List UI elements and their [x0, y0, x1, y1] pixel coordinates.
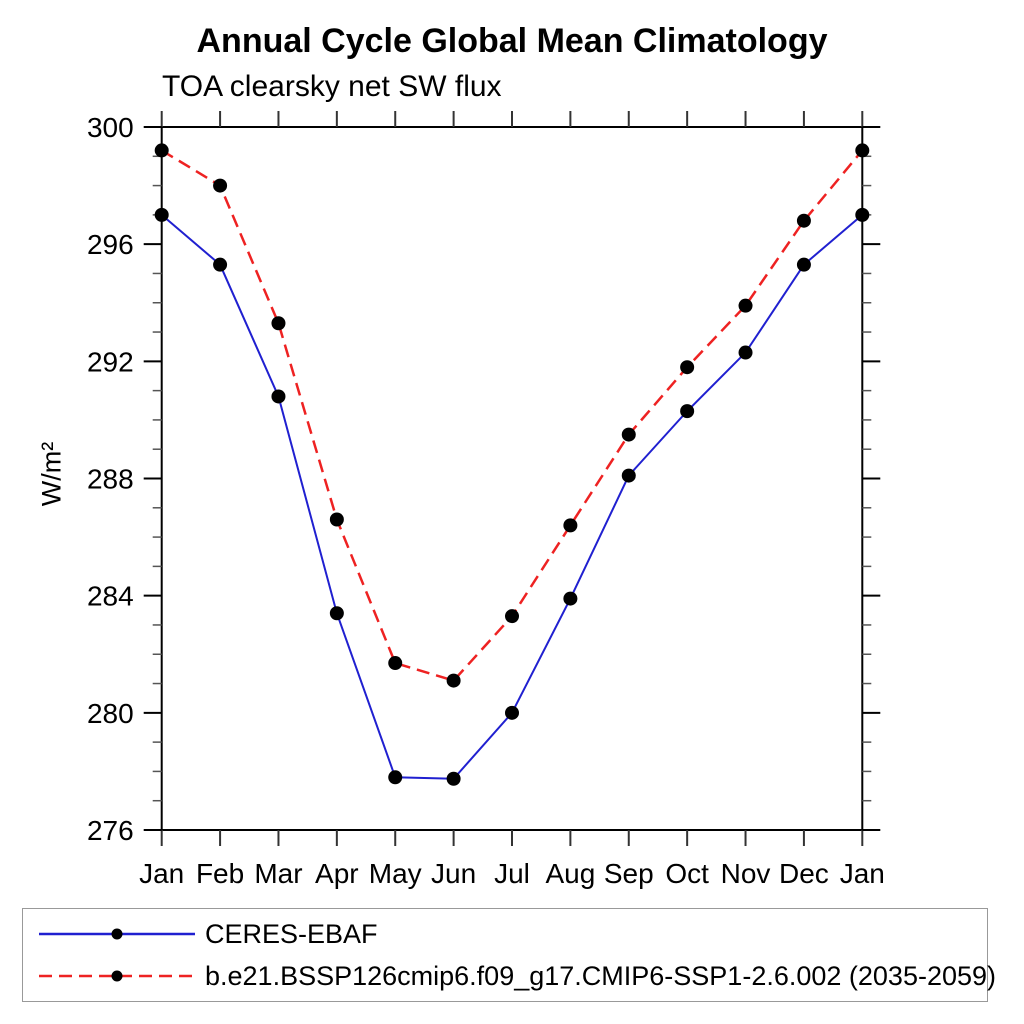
x-tick-label: Mar [254, 858, 302, 889]
data-point-marker [680, 360, 695, 375]
chart-title: Annual Cycle Global Mean Climatology [196, 22, 828, 60]
x-tick-label: Dec [779, 858, 829, 889]
x-tick-label: Jun [431, 858, 476, 889]
data-point-marker [154, 207, 169, 222]
data-point-marker [621, 468, 636, 483]
x-tick-label: May [369, 858, 422, 889]
legend-swatch-solid-line-marker [39, 928, 195, 940]
y-tick-label: 288 [87, 464, 134, 495]
data-point-marker [796, 213, 811, 228]
x-tick-label: Jan [139, 858, 184, 889]
data-point-marker [388, 770, 403, 785]
series-line-0 [161, 214, 863, 780]
data-point-marker [738, 345, 753, 360]
y-tick-label: 292 [87, 346, 134, 377]
data-point-marker [388, 656, 403, 671]
legend-item-model-run: b.e21.BSSP126cmip6.f09_g17.CMIP6-SSP1-2.… [37, 956, 996, 996]
legend-label-ceres-ebaf: CERES-EBAF [205, 918, 378, 949]
data-point-marker [446, 673, 461, 688]
data-point-marker [271, 316, 286, 331]
x-tick-label: Sep [604, 858, 654, 889]
data-point-marker [855, 143, 870, 158]
data-point-marker [796, 257, 811, 272]
data-point-marker [621, 427, 636, 442]
data-point-marker [855, 207, 870, 222]
legend-item-ceres-ebaf: CERES-EBAF [37, 914, 987, 954]
data-point-marker [738, 298, 753, 313]
chart-subtitle: TOA clearsky net SW flux [162, 70, 502, 103]
data-point-marker [563, 591, 578, 606]
data-point-marker [446, 771, 461, 786]
data-point-marker [329, 512, 344, 527]
x-tick-label: Jan [840, 858, 885, 889]
x-tick-label: Aug [545, 858, 595, 889]
series-line-1 [161, 149, 864, 683]
data-point-marker [213, 257, 228, 272]
data-point-marker [329, 606, 344, 621]
y-tick-label: 296 [87, 229, 134, 260]
data-point-marker [563, 518, 578, 533]
y-tick-label: 284 [87, 581, 134, 612]
legend-swatch-dashed-line-marker [39, 970, 195, 982]
y-tick-label: 300 [87, 112, 134, 143]
x-tick-label: Feb [196, 858, 244, 889]
y-tick-label: 280 [87, 698, 134, 729]
x-tick-label: Oct [665, 858, 709, 889]
x-tick-label: Apr [315, 858, 359, 889]
data-point-marker [271, 389, 286, 404]
data-point-marker [505, 609, 519, 624]
x-tick-label: Nov [721, 858, 771, 889]
data-point-marker [505, 705, 519, 720]
legend-box: CERES-EBAF b.e21.BSSP126cmip6.f09_g17.CM… [22, 908, 996, 1002]
x-tick-label: Jul [494, 858, 530, 889]
data-point-marker [213, 178, 228, 193]
y-tick-label: 276 [87, 815, 134, 846]
data-point-marker [154, 143, 169, 158]
legend-label-model-run: b.e21.BSSP126cmip6.f09_g17.CMIP6-SSP1-2.… [205, 960, 997, 991]
data-point-marker [680, 404, 695, 419]
